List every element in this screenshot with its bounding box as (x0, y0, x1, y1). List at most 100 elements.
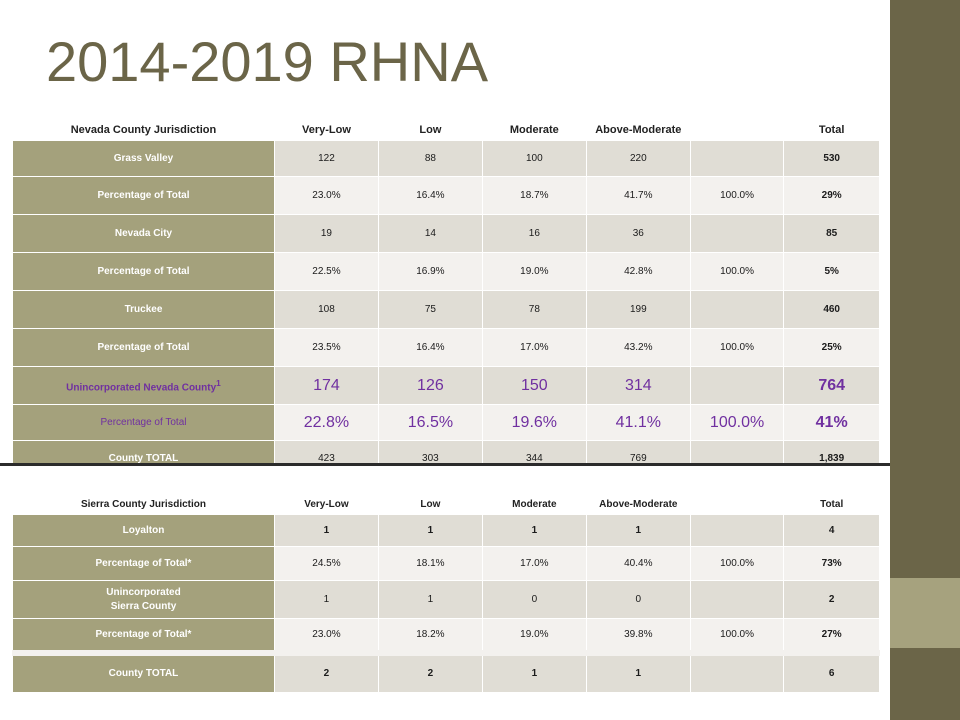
table-row: Percentage of Total 23.0% 16.4% 18.7% 41… (12, 176, 880, 215)
cell-moderate: 19.6% (481, 404, 587, 441)
row-label: Percentage of Total* (12, 546, 275, 581)
cell-very-low: 108 (273, 290, 379, 329)
cell-very-low: 22.8% (273, 404, 379, 441)
header-blank (689, 466, 785, 515)
footnote-marker: 1 (216, 377, 221, 388)
cell-total: 460 (783, 290, 880, 329)
section-divider (0, 463, 890, 466)
cell-above-moderate: 199 (585, 290, 691, 329)
sierra-county-table: Sierra County Jurisdiction Very-Low Low … (12, 466, 880, 693)
cell-total: 27% (783, 618, 880, 653)
table-row: Percentage of Total 23.5% 16.4% 17.0% 43… (12, 328, 880, 367)
cell-total: 29% (783, 176, 880, 215)
cell-percent (689, 366, 785, 405)
header-very-low: Very-Low (273, 96, 379, 141)
table-row: Nevada City 19 14 16 36 85 (12, 214, 880, 253)
cell-total: 764 (783, 366, 880, 405)
row-label: Percentage of Total* (12, 618, 275, 653)
table-row: Truckee 108 75 78 199 460 (12, 290, 880, 329)
cell-very-low: 23.5% (273, 328, 379, 367)
cell-very-low: 22.5% (273, 252, 379, 291)
table-row: Percentage of Total* 23.0% 18.2% 19.0% 3… (12, 618, 880, 653)
cell-low: 16.5% (377, 404, 483, 441)
row-label: Percentage of Total (12, 176, 275, 215)
cell-above-moderate: 1 (585, 514, 691, 547)
cell-percent (689, 214, 785, 253)
cell-above-moderate: 42.8% (585, 252, 691, 291)
cell-above-moderate: 1 (585, 649, 691, 693)
cell-low: 126 (377, 366, 483, 405)
sidebar-accent-top (890, 0, 960, 578)
cell-low: 2 (377, 649, 483, 693)
table-header-row: Sierra County Jurisdiction Very-Low Low … (12, 466, 880, 515)
cell-low: 75 (377, 290, 483, 329)
cell-total: 530 (783, 140, 880, 177)
table-header-row: Nevada County Jurisdiction Very-Low Low … (12, 96, 880, 141)
cell-total: 5% (783, 252, 880, 291)
row-label: Grass Valley (12, 140, 275, 177)
cell-very-low: 1 (273, 514, 379, 547)
cell-moderate: 16 (481, 214, 587, 253)
cell-total: 73% (783, 546, 880, 581)
header-total: Total (783, 466, 880, 515)
row-label-line-1: Unincorporated (106, 586, 181, 598)
table-row: Unincorporated Sierra County 1 1 0 0 2 (12, 580, 880, 619)
row-label: Unincorporated Nevada County1 (12, 366, 275, 405)
row-label: Nevada City (12, 214, 275, 253)
cell-very-low: 23.0% (273, 618, 379, 653)
header-moderate: Moderate (481, 96, 587, 141)
cell-percent: 100.0% (689, 618, 785, 653)
cell-very-low: 23.0% (273, 176, 379, 215)
cell-low: 16.9% (377, 252, 483, 291)
cell-percent (689, 290, 785, 329)
header-jurisdiction: Sierra County Jurisdiction (12, 466, 275, 515)
header-total: Total (783, 96, 880, 141)
cell-moderate: 100 (481, 140, 587, 177)
cell-moderate: 17.0% (481, 546, 587, 581)
cell-moderate: 19.0% (481, 252, 587, 291)
table-row-highlight: Percentage of Total 22.8% 16.5% 19.6% 41… (12, 404, 880, 441)
cell-percent: 100.0% (689, 176, 785, 215)
cell-low: 16.4% (377, 176, 483, 215)
header-very-low: Very-Low (273, 466, 379, 515)
cell-total: 25% (783, 328, 880, 367)
row-label: Truckee (12, 290, 275, 329)
cell-total: 85 (783, 214, 880, 253)
cell-percent: 100.0% (689, 328, 785, 367)
header-moderate: Moderate (481, 466, 587, 515)
cell-percent: 100.0% (689, 252, 785, 291)
row-label: Percentage of Total (12, 404, 275, 441)
sidebar-accent-bottom (890, 648, 960, 720)
header-above-moderate: Above-Moderate (585, 96, 691, 141)
cell-above-moderate: 314 (585, 366, 691, 405)
cell-very-low: 122 (273, 140, 379, 177)
row-label: County TOTAL (12, 649, 275, 693)
cell-percent (689, 140, 785, 177)
nevada-county-table: Nevada County Jurisdiction Very-Low Low … (12, 96, 880, 477)
header-above-moderate: Above-Moderate (585, 466, 691, 515)
cell-above-moderate: 41.1% (585, 404, 691, 441)
cell-above-moderate: 36 (585, 214, 691, 253)
cell-low: 16.4% (377, 328, 483, 367)
cell-percent (689, 514, 785, 547)
cell-percent: 100.0% (689, 404, 785, 441)
cell-total: 4 (783, 514, 880, 547)
cell-moderate: 19.0% (481, 618, 587, 653)
table-row-highlight: Unincorporated Nevada County1 174 126 15… (12, 366, 880, 405)
cell-moderate: 1 (481, 514, 587, 547)
cell-moderate: 17.0% (481, 328, 587, 367)
cell-percent: 100.0% (689, 546, 785, 581)
cell-moderate: 18.7% (481, 176, 587, 215)
page-title: 2014-2019 RHNA (46, 30, 489, 93)
row-label: Percentage of Total (12, 252, 275, 291)
table-row: Grass Valley 122 88 100 220 530 (12, 140, 880, 177)
cell-low: 14 (377, 214, 483, 253)
cell-very-low: 1 (273, 580, 379, 619)
cell-above-moderate: 40.4% (585, 546, 691, 581)
row-label-text: Unincorporated Nevada County (66, 382, 217, 394)
cell-very-low: 174 (273, 366, 379, 405)
cell-very-low: 24.5% (273, 546, 379, 581)
cell-above-moderate: 41.7% (585, 176, 691, 215)
header-low: Low (377, 96, 483, 141)
cell-moderate: 78 (481, 290, 587, 329)
